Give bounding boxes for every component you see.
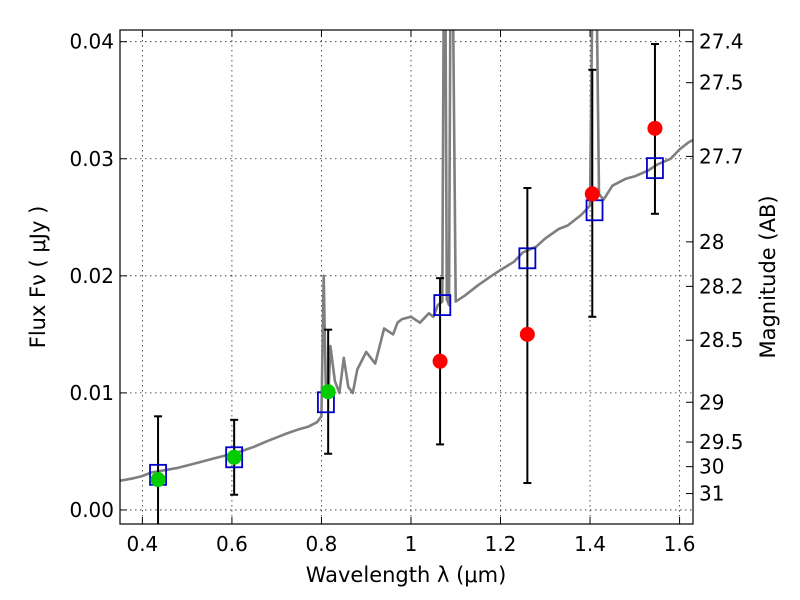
- right-tick-label: 31: [699, 482, 724, 506]
- x-tick-label: 1.2: [485, 532, 517, 556]
- x-tick-label: 0.8: [306, 532, 338, 556]
- right-tick-label: 29.5: [699, 430, 744, 454]
- y-tick-label: 0.04: [69, 30, 114, 54]
- right-tick-label: 27.7: [699, 144, 744, 168]
- nir-point: [647, 120, 663, 136]
- optical-point: [150, 472, 166, 488]
- x-axis-title: Wavelength λ (μm): [306, 563, 507, 587]
- y-axis-ticks: 0.00 0.01 0.02 0.03 0.04: [69, 30, 127, 522]
- x-axis-ticks: 0.4 0.6 0.8 1 1.2 1.4 1.6: [126, 30, 695, 556]
- y-tick-label: 0.02: [69, 264, 114, 288]
- x-tick-label: 0.4: [126, 532, 158, 556]
- plot-area: [120, 30, 693, 524]
- model-band-square: [646, 157, 664, 180]
- nir-point: [584, 186, 600, 202]
- y-axis-title-right: Magnitude (AB): [756, 195, 780, 358]
- right-tick-label: 27.5: [699, 71, 744, 95]
- x-tick-label: 1.6: [664, 532, 696, 556]
- right-axis-ticks: 27.4 27.5 27.7 28 28.2 28.5 29 29.530 31: [686, 30, 744, 506]
- right-tick-label: 29: [699, 390, 724, 414]
- right-tick-label: 28: [699, 230, 724, 254]
- right-tick-label: 28.5: [699, 328, 744, 352]
- model-band-square: [518, 247, 537, 270]
- x-tick-label: 0.6: [216, 532, 248, 556]
- x-tick-label: 1.4: [574, 532, 606, 556]
- y-tick-label: 0.03: [69, 147, 114, 171]
- y-tick-label: 0.00: [69, 498, 114, 522]
- grid: [120, 30, 693, 524]
- plot-frame: [119, 29, 694, 525]
- optical-point: [226, 449, 242, 465]
- y-tick-label: 0.01: [69, 381, 114, 405]
- model-band-flux-markers: [149, 157, 664, 486]
- nir-point: [519, 326, 535, 342]
- model-band-square: [225, 446, 244, 469]
- y-axis-title-left: Flux Fν ( μJy ): [26, 206, 50, 349]
- nir-point: [432, 353, 448, 369]
- x-tick-label: 1: [405, 532, 418, 556]
- right-tick-label: 28.2: [699, 274, 744, 298]
- model-band-square: [433, 294, 452, 316]
- observed-points: [150, 120, 663, 488]
- optical-point: [320, 384, 336, 400]
- right-tick-label: 30: [699, 455, 724, 479]
- right-tick-label: 27.4: [699, 30, 744, 54]
